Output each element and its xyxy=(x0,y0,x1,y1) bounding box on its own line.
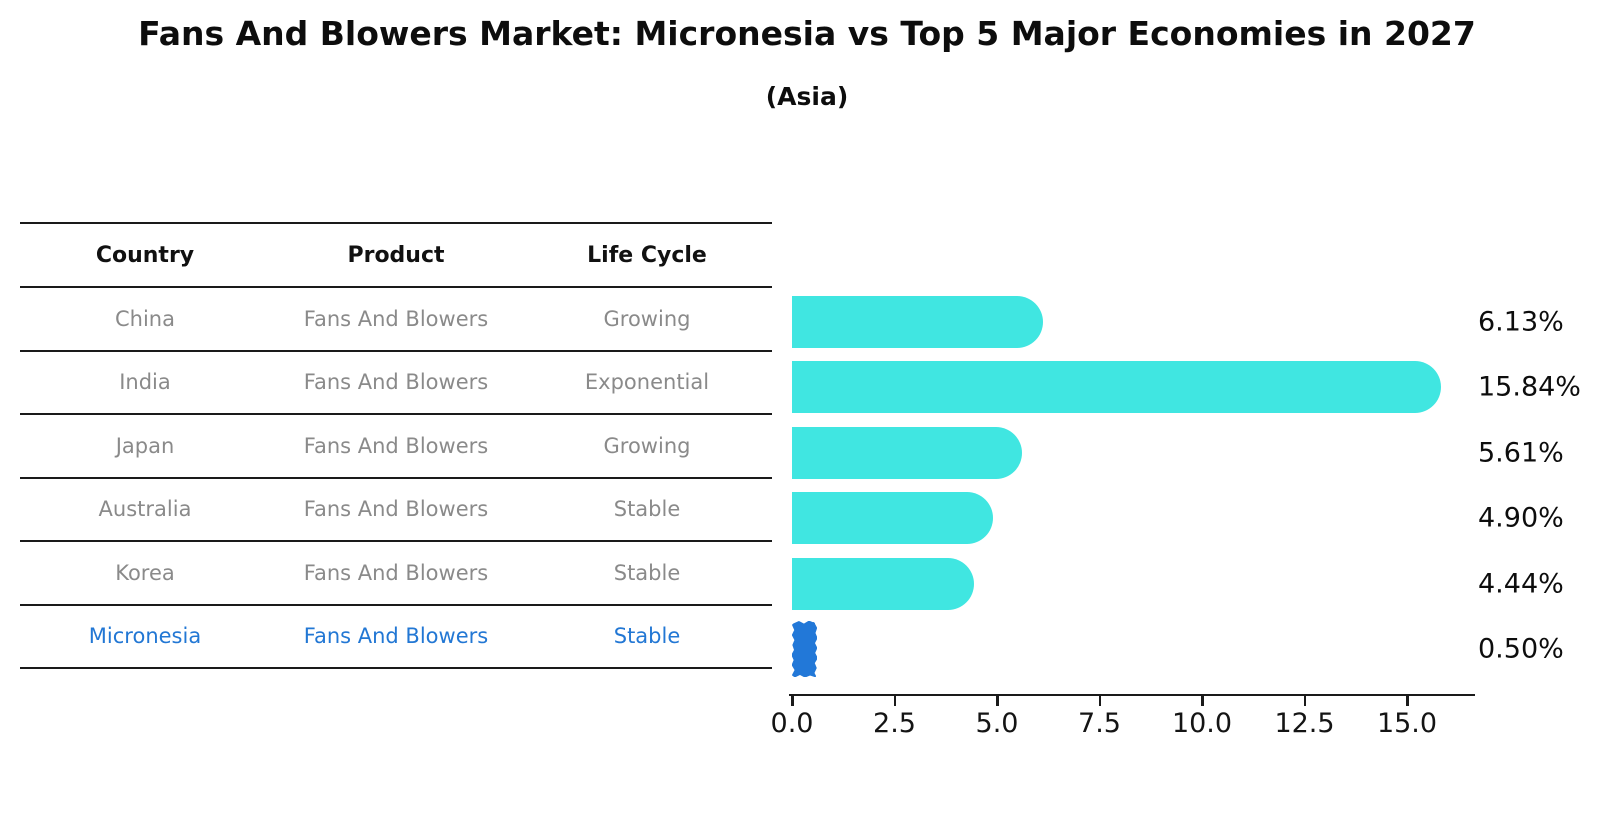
bar-chart: 0.0 2.5 5.0 7.5 10.0 12.5 15.0 6.13% 15.84% 5.61… xyxy=(771,289,1581,739)
table-header-life_cycle: Life Cycle xyxy=(587,242,707,268)
cell-life_cycle: Stable xyxy=(613,560,681,585)
table-header-product: Product xyxy=(347,242,445,268)
value-label-australia: 4.90% xyxy=(1478,502,1564,534)
chart-title: Fans And Blowers Market: Micronesia vs T… xyxy=(138,14,1476,53)
x-axis-tick xyxy=(1303,695,1306,706)
x-axis-tick-label: 10.0 xyxy=(1171,708,1233,739)
cell-product: Fans And Blowers xyxy=(303,497,489,522)
bar-japan xyxy=(792,426,1022,479)
cell-life_cycle: Exponential xyxy=(584,370,710,395)
cell-country: China xyxy=(115,306,175,331)
table-row-australia: Australia Fans And Blowers Stable xyxy=(20,479,772,542)
table-row-china: China Fans And Blowers Growing xyxy=(20,288,772,352)
summary-table: Country Product Life Cycle China Fans And B… xyxy=(20,222,772,669)
bar-korea xyxy=(792,557,974,610)
x-axis-tick xyxy=(791,695,794,706)
table-row-india: India Fans And Blowers Exponential xyxy=(20,352,772,415)
x-axis-tick xyxy=(1201,695,1204,706)
x-axis-tick-label: 15.0 xyxy=(1376,708,1438,739)
bar-india xyxy=(792,361,1441,414)
cell-life_cycle: Growing xyxy=(603,433,691,458)
cell-life_cycle: Stable xyxy=(613,624,681,649)
x-axis-tick-label: 7.5 xyxy=(1078,708,1121,739)
cell-country: Australia xyxy=(98,497,192,522)
table-row-korea: Korea Fans And Blowers Stable xyxy=(20,542,772,606)
cell-product: Fans And Blowers xyxy=(303,306,489,331)
cell-country: Japan xyxy=(115,433,175,458)
x-axis-line xyxy=(789,693,1475,696)
bar-china xyxy=(792,295,1043,348)
table-header-row: Country Product Life Cycle xyxy=(20,224,772,288)
x-axis-tick-label: 5.0 xyxy=(975,708,1019,739)
x-axis-tick-label: 12.5 xyxy=(1274,708,1335,739)
x-axis-tick-label: 0.0 xyxy=(770,708,814,739)
table-body: China Fans And Blowers Growing India Fans An… xyxy=(20,288,772,669)
x-axis-tick xyxy=(1406,695,1409,706)
cell-product: Fans And Blowers xyxy=(303,624,489,649)
x-axis-tick xyxy=(893,695,896,706)
cell-life_cycle: Stable xyxy=(613,497,681,522)
x-axis-tick xyxy=(1098,695,1101,706)
table-header-country: Country xyxy=(95,242,195,268)
value-label-china: 6.13% xyxy=(1478,306,1564,338)
x-axis-tick xyxy=(996,695,999,706)
x-axis-tick-label: 2.5 xyxy=(873,708,916,739)
cell-country: India xyxy=(119,370,171,395)
value-label-japan: 5.61% xyxy=(1478,437,1564,469)
value-label-korea: 4.44% xyxy=(1478,568,1564,600)
cell-product: Fans And Blowers xyxy=(303,370,489,395)
cell-life_cycle: Growing xyxy=(603,306,691,331)
bar-australia xyxy=(792,492,993,545)
cell-country: Korea xyxy=(115,560,175,585)
cell-product: Fans And Blowers xyxy=(303,433,489,458)
bar-micronesia xyxy=(791,620,818,681)
cell-product: Fans And Blowers xyxy=(303,560,489,585)
value-label-micronesia: 0.50% xyxy=(1478,633,1564,665)
chart-subtitle: (Asia) xyxy=(765,82,849,111)
cell-country: Micronesia xyxy=(88,624,202,649)
table-row-micronesia: Micronesia Fans And Blowers Stable xyxy=(20,606,772,669)
value-label-india: 15.84% xyxy=(1478,371,1581,403)
table-row-japan: Japan Fans And Blowers Growing xyxy=(20,415,772,479)
